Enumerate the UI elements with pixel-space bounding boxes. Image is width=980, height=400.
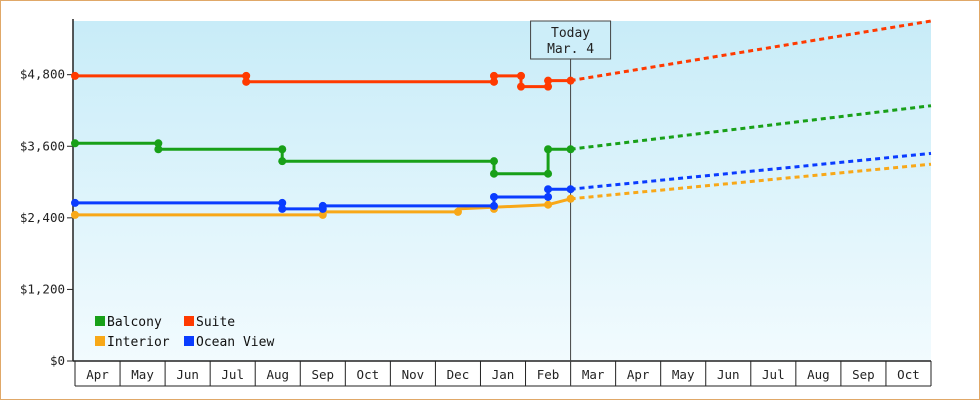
legend: Balcony Suite Interior Ocean View [95, 315, 274, 350]
data-point-ocean-view [278, 198, 287, 207]
legend-label-ocean-view: Ocean View [196, 335, 274, 350]
data-point-balcony [278, 145, 287, 154]
x-tick-label: Jul [762, 367, 785, 382]
data-point-balcony [489, 169, 498, 178]
today-label: Today [551, 26, 590, 41]
legend-swatch-suite [184, 316, 194, 326]
data-point-balcony [489, 157, 498, 166]
data-point-ocean-view [318, 201, 327, 210]
data-point-suite [489, 71, 498, 80]
data-point-suite [489, 77, 498, 86]
data-point-ocean-view [278, 204, 287, 213]
series-projection-suite [570, 19, 932, 83]
plot-background [73, 21, 931, 361]
today-date: Mar. 4 [547, 42, 594, 57]
series-layer [71, 19, 932, 219]
data-point-balcony [154, 145, 163, 154]
data-point-suite [517, 71, 526, 80]
data-point-ocean-view [489, 192, 498, 201]
x-tick-label: Jul [221, 367, 244, 382]
legend-label-suite: Suite [196, 315, 235, 330]
data-point-ocean-view [489, 201, 498, 210]
x-tick-label: Jan [492, 367, 515, 382]
x-tick-label: Apr [86, 367, 109, 382]
data-point-suite [517, 82, 526, 91]
data-point-ocean-view [71, 198, 79, 207]
x-tick-label: May [131, 367, 154, 382]
x-tick-label: Sep [852, 367, 875, 382]
x-tick-label: Dec [447, 367, 470, 382]
series-projection-balcony [570, 104, 932, 151]
data-point-ocean-view [544, 185, 553, 194]
x-tick-label: Nov [402, 367, 425, 382]
x-tick-label: Apr [627, 367, 650, 382]
data-point-balcony [544, 145, 553, 154]
legend-swatch-ocean-view [184, 336, 194, 346]
x-tick-label: Feb [537, 367, 560, 382]
series-projection-interior [570, 162, 932, 201]
x-tick-label: May [672, 367, 695, 382]
data-point-suite [544, 76, 553, 85]
data-point-balcony [544, 169, 553, 178]
today-box [530, 20, 612, 60]
data-point-ocean-view [566, 185, 575, 194]
data-point-suite [242, 77, 251, 86]
data-point-suite [566, 76, 575, 85]
data-point-suite [544, 82, 553, 91]
legend-swatch-interior [95, 336, 105, 346]
legend-label-balcony: Balcony [107, 315, 162, 330]
legend-swatch-balcony [95, 316, 105, 326]
series-ocean-view [71, 151, 932, 213]
y-tick-label: $1,200 [20, 281, 65, 296]
x-tick-label: Jun [717, 367, 740, 382]
series-suite [71, 19, 932, 91]
axes: $0 $1,200 $2,400 $3,600 $4,800 Apr May Jun Jul Au… [20, 19, 932, 387]
y-tick-label: $4,800 [20, 67, 65, 82]
data-point-interior [71, 210, 79, 219]
data-point-interior [318, 210, 327, 219]
data-point-interior [566, 194, 575, 203]
data-point-interior [544, 200, 553, 209]
y-tick-label: $2,400 [20, 210, 65, 225]
series-projection-ocean-view [570, 151, 932, 191]
y-tick-label: $3,600 [20, 138, 65, 153]
series-balcony [71, 104, 932, 178]
data-point-balcony [566, 145, 575, 154]
data-point-balcony [71, 139, 79, 148]
x-tick-label: Oct [357, 367, 380, 382]
x-tick-label: Sep [312, 367, 335, 382]
data-point-balcony [278, 157, 287, 166]
x-tick-label: Mar [582, 367, 605, 382]
data-point-suite [242, 71, 251, 80]
x-tick-label: Oct [897, 367, 920, 382]
data-point-ocean-view [544, 192, 553, 201]
x-tick-label: Jun [176, 367, 199, 382]
data-point-suite [71, 71, 79, 80]
x-tick-label: Aug [807, 367, 830, 382]
y-tick-label: $0 [50, 353, 65, 368]
legend-label-interior: Interior [107, 335, 170, 350]
x-tick-label: Aug [266, 367, 289, 382]
data-point-balcony [154, 139, 163, 148]
data-point-interior [453, 207, 462, 216]
